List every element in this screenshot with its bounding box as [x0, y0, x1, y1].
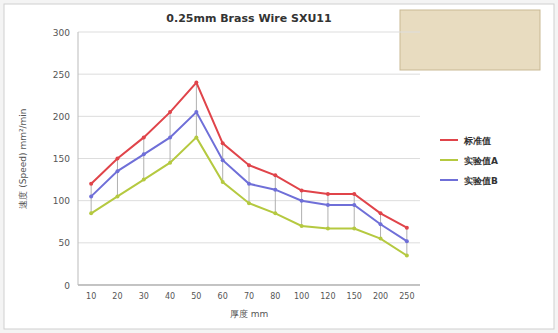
- y-tick-label: 200: [53, 112, 70, 122]
- point: [352, 203, 356, 207]
- range-line: [301, 191, 302, 226]
- point: [247, 182, 251, 186]
- y-tick-label: 300: [53, 28, 70, 38]
- point: [89, 194, 93, 198]
- grid-line: [78, 116, 420, 117]
- legend-label: 实验值A: [464, 156, 498, 166]
- chart-frame: [4, 4, 554, 329]
- x-tick-label: 30: [139, 292, 149, 301]
- range-line: [275, 175, 276, 213]
- y-axis: [78, 32, 79, 285]
- point: [352, 192, 356, 196]
- point: [379, 222, 383, 226]
- grid-line: [78, 242, 420, 243]
- y-tick-label: 100: [53, 196, 70, 206]
- y-axis-title: 速度 (Speed) mm²/min: [18, 108, 28, 208]
- grid-line: [78, 74, 420, 75]
- y-tick-label: 0: [64, 281, 70, 291]
- chart: 0.25mm Brass Wire SXU11 0 50 100 150 200 250 30…: [0, 0, 558, 333]
- x-tick-label: 120: [320, 292, 335, 301]
- point: [247, 201, 251, 205]
- point: [379, 237, 383, 241]
- x-tick-label: 150: [347, 292, 362, 301]
- grid-line: [78, 32, 420, 33]
- point: [194, 135, 198, 139]
- range-line: [354, 194, 355, 229]
- point: [115, 157, 119, 161]
- x-tick-label: 100: [294, 292, 309, 301]
- grid-line: [78, 158, 420, 159]
- x-tick-label: 40: [165, 292, 175, 301]
- point: [221, 158, 225, 162]
- range-line: [91, 184, 92, 214]
- point: [168, 135, 172, 139]
- point: [326, 192, 330, 196]
- point: [405, 226, 409, 230]
- point: [300, 199, 304, 203]
- range-line: [222, 143, 223, 182]
- point: [89, 182, 93, 186]
- series-line: [91, 112, 407, 241]
- point: [194, 81, 198, 85]
- title: 0.25mm Brass Wire SXU11: [166, 12, 331, 25]
- legend-swatch: [440, 139, 458, 141]
- legend-label: 实验值B: [464, 176, 498, 186]
- x-axis-title: 厚度 mm: [230, 309, 268, 319]
- point: [247, 163, 251, 167]
- inset-photo: [400, 10, 540, 70]
- point: [326, 203, 330, 207]
- point: [379, 211, 383, 215]
- point: [142, 152, 146, 156]
- x-tick-label: 80: [270, 292, 280, 301]
- series-line: [91, 83, 407, 228]
- point: [326, 226, 330, 230]
- point: [273, 211, 277, 215]
- range-line: [327, 194, 328, 229]
- grid-line: [78, 285, 420, 286]
- x-tick-label: 250: [399, 292, 414, 301]
- x-tick-label: 200: [373, 292, 388, 301]
- point: [115, 169, 119, 173]
- point: [115, 194, 119, 198]
- legend-swatch: [440, 159, 458, 161]
- x-tick-label: 20: [112, 292, 122, 301]
- point: [221, 141, 225, 145]
- x-tick-label: 70: [244, 292, 254, 301]
- point: [142, 135, 146, 139]
- point: [142, 178, 146, 182]
- point: [168, 110, 172, 114]
- series-line: [91, 137, 407, 255]
- x-tick-label: 10: [86, 292, 96, 301]
- y-tick-label: 250: [53, 70, 70, 80]
- point: [300, 224, 304, 228]
- y-tick-label: 150: [53, 154, 70, 164]
- x-tick-label: 60: [218, 292, 228, 301]
- point: [273, 173, 277, 177]
- legend-label: 标准值: [463, 136, 491, 146]
- point: [405, 253, 409, 257]
- point: [352, 226, 356, 230]
- point: [221, 180, 225, 184]
- point: [168, 161, 172, 165]
- legend-swatch: [440, 179, 458, 181]
- range-line: [143, 137, 144, 179]
- y-tick-label: 50: [59, 238, 71, 248]
- point: [300, 189, 304, 193]
- point: [273, 188, 277, 192]
- plot-area: [89, 81, 409, 258]
- x-axis: [78, 285, 420, 286]
- range-line: [117, 159, 118, 197]
- point: [405, 239, 409, 243]
- point: [89, 211, 93, 215]
- point: [194, 110, 198, 114]
- range-line: [196, 83, 197, 138]
- x-tick-label: 50: [191, 292, 201, 301]
